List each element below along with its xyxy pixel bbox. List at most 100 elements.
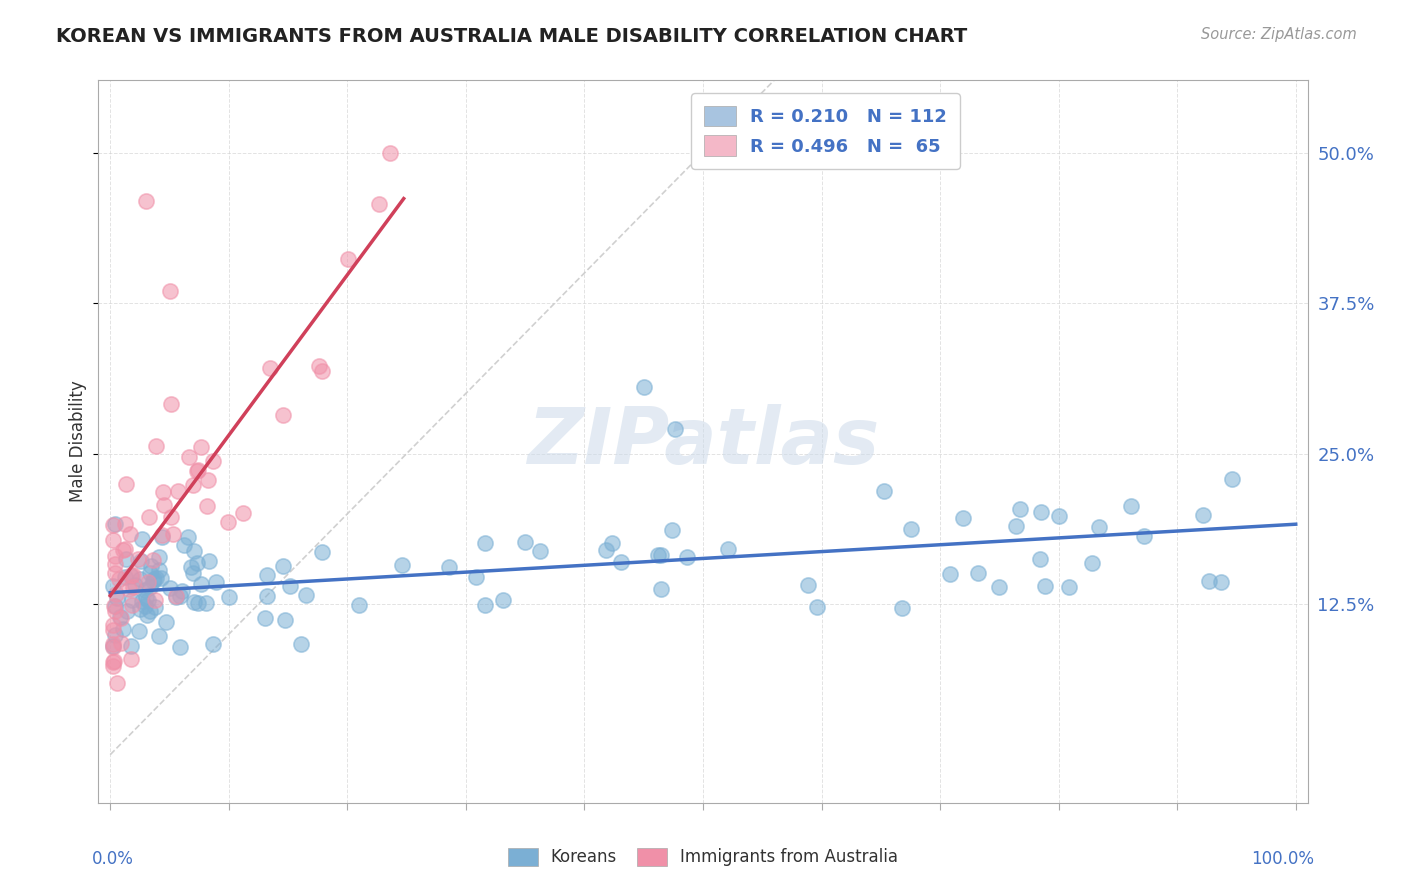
Point: [104, 516, 127, 531]
Point: [104, 604, 127, 618]
Point: [101, 579, 124, 593]
Point: [139, 604, 162, 618]
Point: [121, 592, 143, 607]
Point: [650, 548, 672, 562]
Point: [101, 623, 124, 637]
Point: [595, 543, 617, 558]
Point: [367, 196, 389, 211]
Point: [103, 654, 125, 668]
Point: [169, 589, 191, 603]
Point: [103, 599, 125, 613]
Point: [103, 518, 125, 533]
Point: [152, 484, 174, 499]
Point: [1029, 552, 1052, 566]
Point: [112, 542, 135, 557]
Point: [988, 580, 1011, 594]
Point: [391, 558, 413, 572]
Point: [135, 607, 157, 622]
Legend: R = 0.210   N = 112, R = 0.496   N =  65: R = 0.210 N = 112, R = 0.496 N = 65: [690, 93, 960, 169]
Point: [141, 559, 163, 574]
Point: [183, 595, 205, 609]
Point: [104, 566, 127, 580]
Point: [609, 555, 631, 569]
Point: [120, 567, 142, 582]
Point: [464, 570, 486, 584]
Point: [253, 611, 276, 625]
Point: [232, 506, 254, 520]
Point: [143, 572, 166, 586]
Point: [194, 596, 217, 610]
Point: [650, 582, 672, 596]
Point: [101, 639, 124, 653]
Point: [148, 563, 170, 577]
Point: [647, 548, 669, 562]
Point: [114, 517, 136, 532]
Point: [159, 284, 181, 298]
Point: [104, 628, 127, 642]
Point: [135, 194, 157, 208]
Point: [290, 637, 312, 651]
Point: [152, 498, 174, 512]
Point: [159, 582, 181, 596]
Point: [676, 549, 699, 564]
Point: [190, 576, 212, 591]
Point: [121, 568, 143, 582]
Point: [311, 363, 333, 377]
Point: [101, 533, 124, 547]
Point: [474, 536, 496, 550]
Point: [104, 599, 127, 613]
Point: [127, 551, 149, 566]
Point: [149, 571, 172, 585]
Point: [259, 361, 281, 376]
Point: [138, 510, 160, 524]
Point: [143, 592, 166, 607]
Point: [134, 582, 156, 597]
Point: [198, 554, 221, 568]
Point: [217, 515, 239, 529]
Point: [129, 602, 152, 616]
Point: [107, 676, 129, 690]
Point: [181, 566, 204, 580]
Point: [129, 572, 152, 586]
Point: [148, 629, 170, 643]
Point: [173, 538, 195, 552]
Point: [172, 583, 194, 598]
Point: [101, 618, 124, 632]
Point: [124, 577, 146, 591]
Point: [201, 637, 224, 651]
Point: [104, 557, 127, 571]
Point: [271, 408, 294, 422]
Point: [278, 579, 301, 593]
Point: [150, 528, 173, 542]
Point: [1047, 508, 1070, 523]
Point: [197, 473, 219, 487]
Point: [891, 600, 914, 615]
Point: [1198, 574, 1220, 589]
Point: [664, 423, 686, 437]
Point: [101, 658, 124, 673]
Point: [104, 587, 127, 601]
Point: [513, 535, 536, 549]
Point: [136, 574, 159, 589]
Point: [160, 397, 183, 411]
Point: [1220, 472, 1243, 486]
Point: [112, 622, 135, 636]
Point: [474, 599, 496, 613]
Point: [169, 640, 191, 655]
Text: Source: ZipAtlas.com: Source: ZipAtlas.com: [1201, 27, 1357, 42]
Point: [1119, 499, 1142, 513]
Point: [120, 569, 142, 583]
Point: [121, 599, 143, 613]
Point: [187, 596, 209, 610]
Point: [118, 582, 141, 597]
Point: [145, 599, 167, 614]
Point: [806, 599, 828, 614]
Point: [271, 558, 294, 573]
Point: [145, 571, 167, 585]
Point: [110, 635, 132, 649]
Text: 0.0%: 0.0%: [93, 850, 134, 868]
Point: [120, 652, 142, 666]
Point: [131, 532, 153, 546]
Point: [201, 453, 224, 467]
Point: [872, 483, 894, 498]
